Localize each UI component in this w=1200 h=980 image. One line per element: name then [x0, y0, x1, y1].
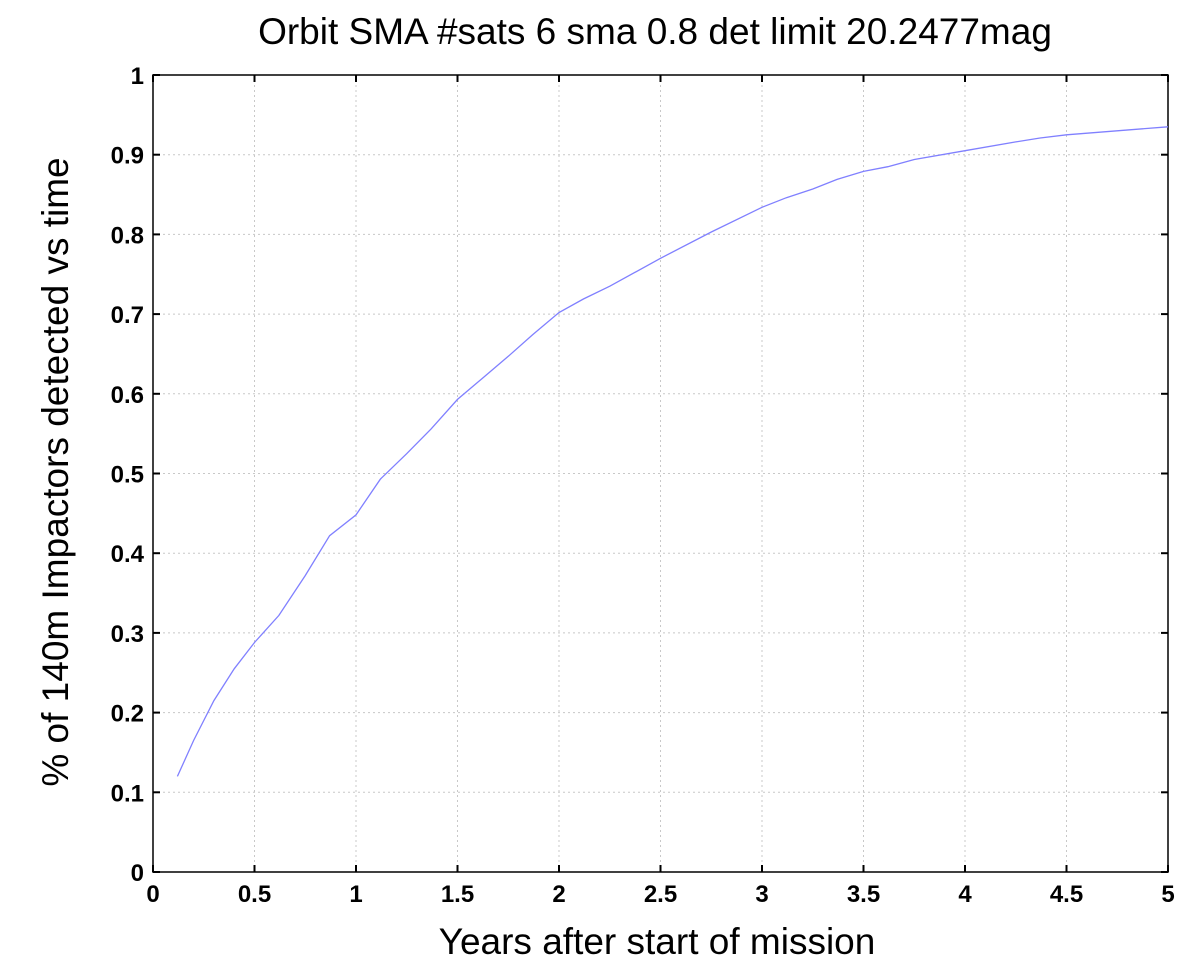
y-tick-label: 0.8: [111, 222, 144, 249]
y-tick-label: 0: [131, 860, 144, 887]
y-tick-label: 1: [131, 63, 144, 90]
y-tick-label: 0.7: [111, 302, 144, 329]
x-tick-label: 1: [349, 881, 362, 908]
series-layer: [176, 126, 1169, 777]
x-tick-label: 3.5: [847, 881, 880, 908]
x-tick-label: 0: [146, 881, 159, 908]
axis-ticks: [152, 74, 1169, 873]
x-tick-label: 1.5: [441, 881, 474, 908]
y-tick-label: 0.2: [111, 701, 144, 728]
y-tick-label: 0.9: [111, 143, 144, 170]
x-axis-label: Years after start of mission: [439, 921, 876, 962]
x-tick-label: 4.5: [1050, 881, 1083, 908]
x-tick-label: 0.5: [238, 881, 271, 908]
y-tick-labels: 0 0.1 0.2 0.3 0.4 0.5 0.6 0.7 0.8 0.9 1: [111, 63, 145, 887]
y-tick-label: 0.3: [111, 621, 144, 648]
x-tick-label: 2.5: [644, 881, 677, 908]
series-line: [176, 126, 1169, 777]
x-tick-label: 4: [958, 881, 972, 908]
x-tick-label: 5: [1161, 881, 1174, 908]
y-tick-label: 0.1: [111, 780, 144, 807]
x-tick-label: 3: [755, 881, 768, 908]
grid: [153, 75, 1168, 872]
y-axis-label: % of 140m Impactors detected vs time: [35, 157, 76, 786]
y-tick-label: 0.6: [111, 382, 144, 409]
y-tick-label: 0.4: [111, 541, 145, 568]
x-tick-labels: 0 0.5 1 1.5 2 2.5 3 3.5 4 4.5 5: [146, 881, 1174, 908]
y-tick-label: 0.5: [111, 462, 144, 489]
chart-title: Orbit SMA #sats 6 sma 0.8 det limit 20.2…: [258, 11, 1052, 52]
x-tick-label: 2: [552, 881, 565, 908]
plot-frame: [152, 74, 1169, 873]
